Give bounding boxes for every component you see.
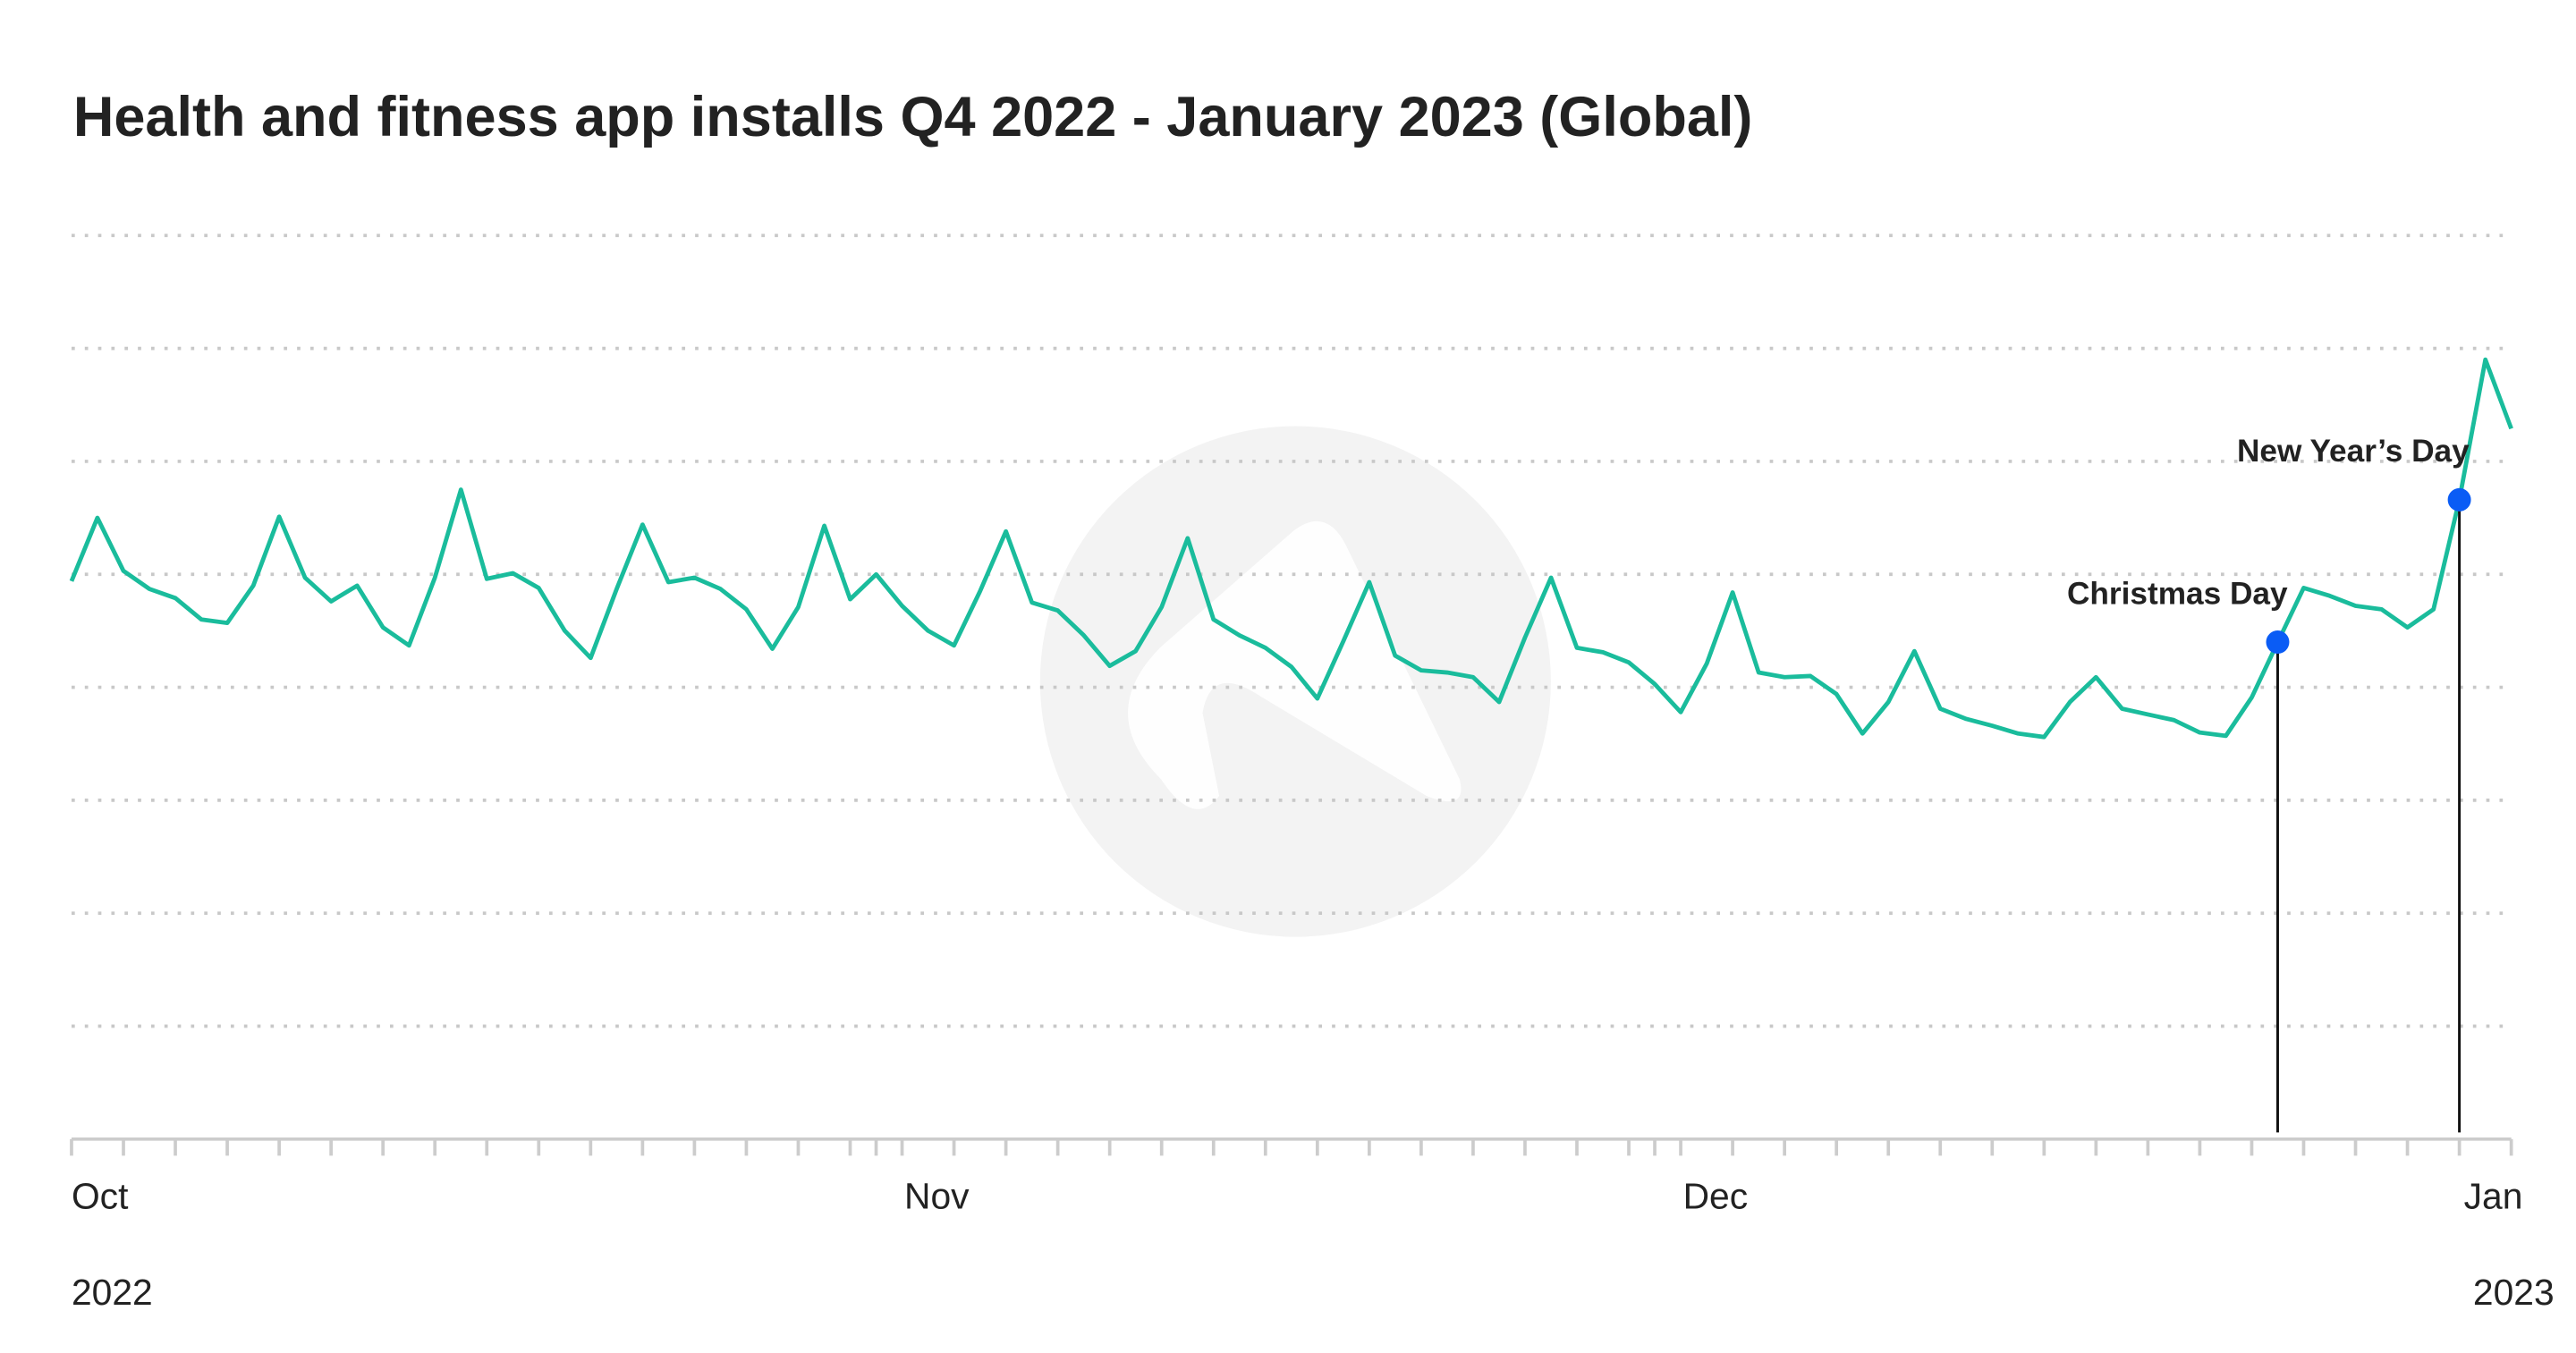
watermark [1039, 426, 1551, 937]
data-line [69, 357, 2513, 740]
x-tick-label: Oct [72, 1176, 129, 1217]
year-label: 2023 [2473, 1272, 2555, 1313]
annotation-label: Christmas Day [2067, 576, 2288, 611]
annotation-marker [2266, 630, 2290, 655]
chart-title: Health and fitness app installs Q4 2022 … [73, 86, 1753, 148]
annotation-marker [2447, 487, 2471, 512]
x-tick-label: Nov [904, 1176, 970, 1217]
annotation-label: New Year’s Day [2237, 434, 2470, 469]
year-label: 2022 [72, 1272, 153, 1313]
x-tick-label: Jan [2464, 1176, 2523, 1217]
x-tick-label: Dec [1683, 1176, 1749, 1217]
